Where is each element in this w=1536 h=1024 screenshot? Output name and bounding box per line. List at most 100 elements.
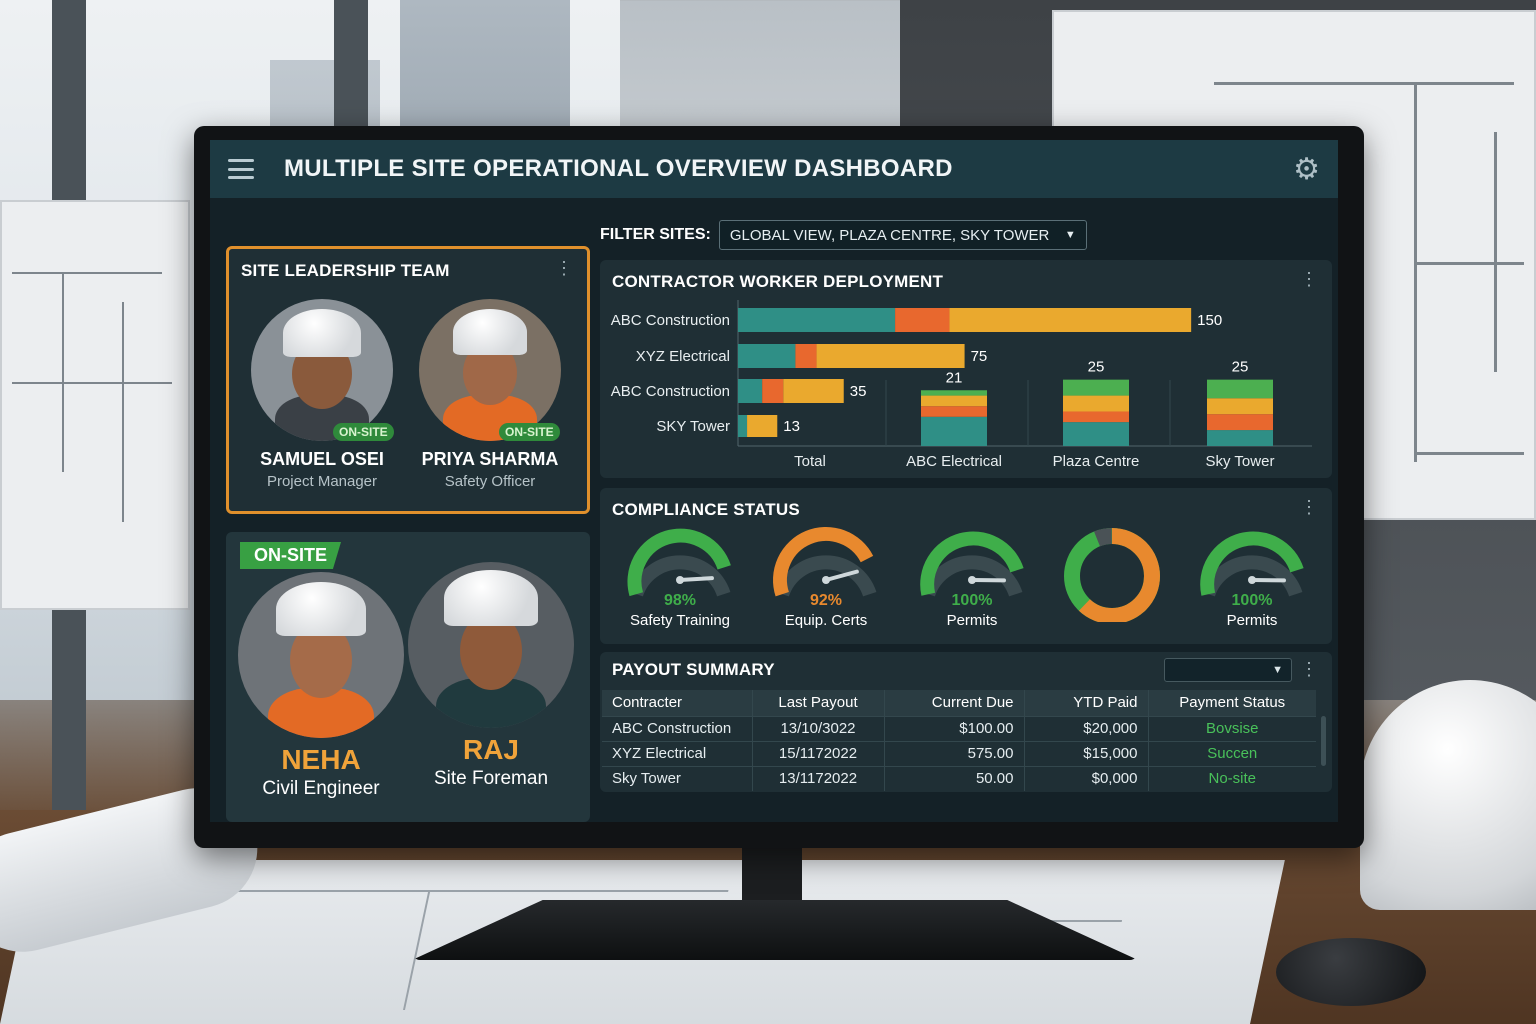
- payout-summary-panel: PAYOUT SUMMARY ▼ ⋮ Contracter Last Payou…: [600, 652, 1332, 792]
- hamburger-icon[interactable]: [228, 159, 254, 179]
- column-segment[interactable]: [1063, 395, 1129, 412]
- kebab-menu-icon[interactable]: ⋮: [555, 258, 573, 278]
- gauge-graphic: [1200, 531, 1304, 597]
- crew-role: Site Foreman: [433, 768, 549, 789]
- hardhat-on-desk: [1360, 680, 1536, 910]
- filter-sites-dropdown[interactable]: GLOBAL VIEW, PLAZA CENTRE, SKY TOWER ▼: [718, 220, 1087, 250]
- crew-card-neha[interactable]: NEHA Civil Engineer: [236, 572, 406, 800]
- bar-segment[interactable]: [949, 308, 1192, 332]
- computer-mouse[interactable]: [1276, 938, 1426, 1006]
- gear-icon[interactable]: ⚙: [1293, 152, 1320, 186]
- cell-last-payout: 13/1172022: [751, 765, 884, 791]
- top-bar: MULTIPLE SITE OPERATIONAL OVERVIEW DASHB…: [210, 140, 1338, 198]
- x-tick-label: Plaza Centre: [1053, 453, 1140, 470]
- crew-name: RAJ: [462, 734, 519, 765]
- x-tick-label: ABC Electrical: [906, 453, 1002, 470]
- gauge-value: 100%: [1231, 592, 1273, 609]
- gauge-graphic: [920, 531, 1024, 597]
- status-badge: ON-SITE: [333, 423, 394, 441]
- site-leadership-panel: SITE LEADERSHIP TEAM ⋮ ON-SITE SAMUEL OS…: [226, 246, 590, 514]
- column-header[interactable]: Current Due: [883, 690, 1024, 716]
- cell-last-payout: 15/1172022: [751, 740, 884, 766]
- column-segment[interactable]: [1207, 414, 1273, 431]
- bar-segment[interactable]: [816, 344, 965, 368]
- bar-segment[interactable]: [738, 379, 763, 403]
- gauge[interactable]: 100% Permits: [912, 522, 1032, 629]
- cell-ytd-paid: $15,000: [1023, 740, 1148, 766]
- column-segment[interactable]: [921, 390, 987, 396]
- gauge-value: 92%: [809, 592, 843, 609]
- table-row[interactable]: XYZ Electrical 15/1172022 575.00 $15,000…: [602, 740, 1316, 766]
- y-tick-label: SKY Tower: [656, 418, 730, 435]
- gauge[interactable]: 100% Permits: [1192, 522, 1312, 629]
- column-segment[interactable]: [921, 395, 987, 407]
- leader-name: SAMUEL OSEI: [260, 449, 384, 469]
- monitor-stand-base: [412, 900, 1138, 960]
- bar-segment[interactable]: [762, 379, 784, 403]
- chevron-down-icon: ▼: [1272, 664, 1283, 676]
- column-segment[interactable]: [1207, 430, 1273, 446]
- bar-segment[interactable]: [738, 344, 796, 368]
- table-scrollbar[interactable]: [1321, 716, 1326, 766]
- bar-segment[interactable]: [738, 308, 896, 332]
- donut-chart[interactable]: [1052, 522, 1172, 627]
- blueprint-board-left: [0, 200, 190, 610]
- cell-contractor: XYZ Electrical: [602, 740, 752, 766]
- table-row[interactable]: Sky Tower 13/1172022 50.00 $0,000 No-sit…: [602, 765, 1316, 791]
- cell-payment-status: No-site: [1147, 765, 1316, 791]
- column-segment[interactable]: [1063, 379, 1129, 396]
- chevron-down-icon: ▼: [1064, 229, 1076, 241]
- monitor: MULTIPLE SITE OPERATIONAL OVERVIEW DASHB…: [194, 126, 1364, 848]
- column-segment[interactable]: [1063, 411, 1129, 423]
- column-segment[interactable]: [1207, 379, 1273, 399]
- payout-table: Contracter Last Payout Current Due YTD P…: [602, 690, 1316, 791]
- kebab-menu-icon[interactable]: ⋮: [1300, 497, 1318, 517]
- gauge-label: Safety Training: [629, 612, 731, 629]
- leader-card-priya[interactable]: ON-SITE PRIYA SHARMA Safety Officer: [415, 299, 565, 490]
- column-segment[interactable]: [1207, 398, 1273, 415]
- column-header[interactable]: Contracter: [602, 690, 752, 716]
- y-tick-label: ABC Construction: [611, 312, 730, 329]
- column-header[interactable]: Last Payout: [751, 690, 884, 716]
- column-segment[interactable]: [1063, 422, 1129, 446]
- avatar-samuel: [251, 299, 393, 441]
- y-tick-label: ABC Construction: [611, 383, 730, 400]
- column-header[interactable]: YTD Paid: [1023, 690, 1148, 716]
- status-badge: ON-SITE: [499, 423, 560, 441]
- data-label: 150: [1197, 312, 1222, 329]
- leader-card-samuel[interactable]: ON-SITE SAMUEL OSEI Project Manager: [247, 299, 397, 490]
- filter-label: FILTER SITES:: [600, 226, 711, 243]
- payout-filter-dropdown[interactable]: ▼: [1164, 658, 1292, 682]
- gauge[interactable]: 98% Safety Training: [620, 522, 740, 629]
- bar-segment[interactable]: [895, 308, 950, 332]
- gauge-graphic: [773, 527, 877, 597]
- crew-card-raj[interactable]: RAJ Site Foreman: [406, 562, 576, 790]
- bar-segment[interactable]: [783, 379, 844, 403]
- data-label: 13: [783, 418, 800, 435]
- avatar-priya: [419, 299, 561, 441]
- bar-segment[interactable]: [747, 415, 778, 437]
- column-segment[interactable]: [921, 416, 987, 446]
- cell-payment-status: Succen: [1147, 740, 1316, 766]
- column-header[interactable]: Payment Status: [1147, 690, 1316, 716]
- cell-current-due: 50.00: [883, 765, 1024, 791]
- column-segment[interactable]: [921, 406, 987, 417]
- deployment-chart: ABC Construction 150 XYZ Electrical 75 ABC C…: [611, 300, 1312, 470]
- gauge-graphic: [627, 528, 731, 597]
- kebab-menu-icon[interactable]: ⋮: [1300, 269, 1318, 289]
- x-tick-label: Total: [794, 453, 826, 470]
- bar-segment[interactable]: [795, 344, 817, 368]
- y-tick-label: XYZ Electrical: [636, 348, 730, 365]
- gauge[interactable]: 92% Equip. Certs: [766, 522, 886, 629]
- cell-current-due: 575.00: [883, 740, 1024, 766]
- cell-ytd-paid: $20,000: [1023, 715, 1148, 741]
- gauge-label: Permits: [946, 612, 998, 629]
- table-row[interactable]: ABC Construction 13/10/3022 $100.00 $20,…: [602, 715, 1316, 741]
- cell-contractor: Sky Tower: [602, 765, 752, 791]
- bar-segment[interactable]: [738, 415, 748, 437]
- cell-last-payout: 13/10/3022: [751, 715, 884, 741]
- avatar-neha: [238, 572, 404, 738]
- cell-current-due: $100.00: [883, 715, 1024, 741]
- kebab-menu-icon[interactable]: ⋮: [1300, 659, 1318, 679]
- crew-name: NEHA: [281, 744, 361, 775]
